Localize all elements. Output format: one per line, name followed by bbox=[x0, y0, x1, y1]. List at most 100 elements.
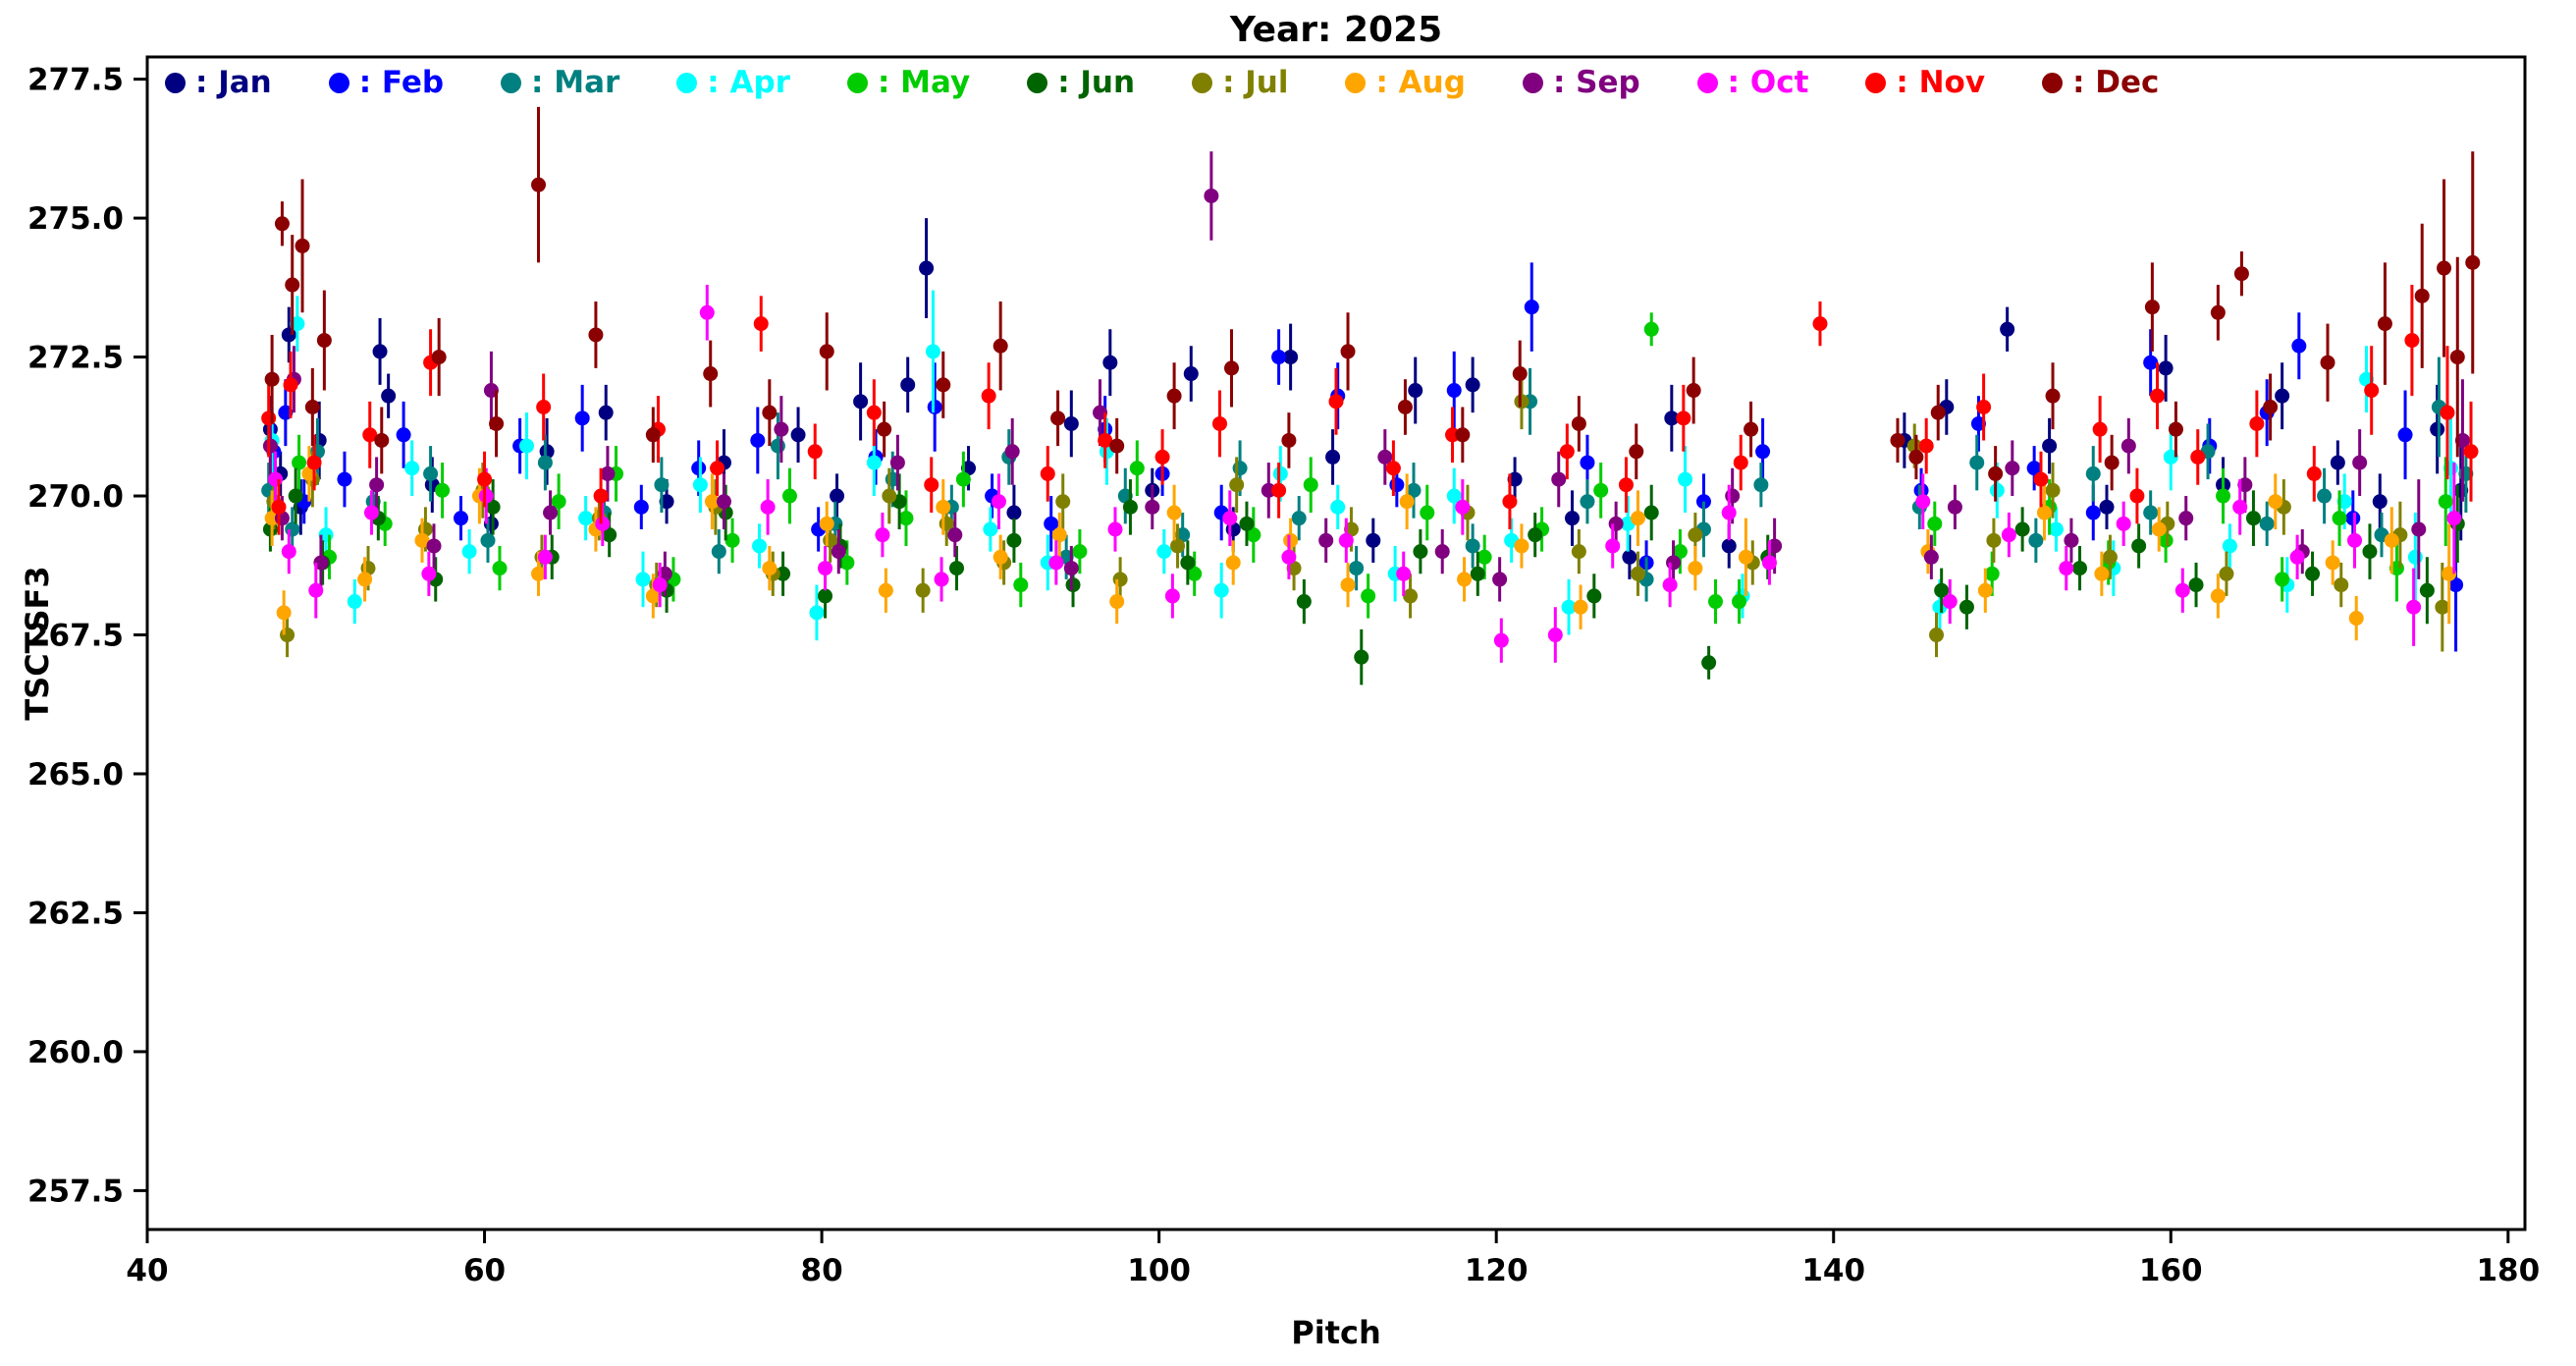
legend-label: : May bbox=[877, 65, 971, 100]
data-point bbox=[1915, 494, 1931, 510]
data-point bbox=[316, 333, 332, 349]
data-point bbox=[2348, 611, 2364, 627]
data-point bbox=[2305, 566, 2321, 581]
data-point bbox=[1055, 494, 1071, 510]
data-point bbox=[2150, 388, 2166, 404]
x-tick-label: 100 bbox=[1127, 1253, 1191, 1288]
data-point bbox=[1738, 549, 1753, 565]
legend-item-apr: : Apr bbox=[676, 65, 790, 100]
data-point bbox=[882, 488, 897, 504]
data-point bbox=[703, 366, 719, 382]
data-point bbox=[934, 572, 949, 587]
data-point bbox=[1561, 599, 1577, 615]
data-point bbox=[1605, 538, 1621, 554]
data-point bbox=[1145, 499, 1160, 515]
legend-marker-icon bbox=[2042, 72, 2064, 93]
data-point bbox=[724, 532, 740, 548]
data-point bbox=[404, 461, 420, 476]
data-point bbox=[699, 304, 715, 320]
data-point bbox=[877, 421, 892, 437]
data-point bbox=[1154, 449, 1170, 464]
data-point bbox=[478, 488, 494, 504]
data-point bbox=[2045, 388, 2061, 404]
data-point bbox=[819, 516, 834, 531]
data-point bbox=[1340, 344, 1356, 359]
data-point bbox=[955, 471, 971, 487]
series-mar bbox=[261, 356, 2474, 602]
data-point bbox=[1586, 588, 1602, 604]
data-point bbox=[1013, 577, 1029, 593]
data-point bbox=[2048, 521, 2064, 537]
data-point bbox=[1761, 555, 1777, 571]
data-point bbox=[2036, 505, 2052, 520]
data-point bbox=[374, 432, 390, 448]
data-point bbox=[1271, 482, 1287, 498]
data-point bbox=[753, 316, 769, 332]
data-point bbox=[991, 494, 1006, 510]
data-point bbox=[1629, 444, 1644, 460]
data-point bbox=[1930, 405, 1946, 420]
data-point bbox=[1721, 505, 1737, 520]
y-tick-label: 270.0 bbox=[27, 479, 124, 515]
data-point bbox=[285, 277, 300, 293]
data-point bbox=[2085, 465, 2101, 481]
data-point bbox=[2001, 527, 2016, 543]
data-point bbox=[2064, 532, 2079, 548]
data-point bbox=[1213, 582, 1229, 598]
data-point bbox=[1204, 188, 1219, 203]
x-tick-label: 60 bbox=[463, 1253, 506, 1288]
data-point bbox=[1580, 455, 1595, 470]
data-point bbox=[1524, 300, 1539, 315]
data-point bbox=[1406, 482, 1422, 498]
series-oct bbox=[268, 285, 2462, 663]
data-point bbox=[1630, 511, 1645, 526]
data-point bbox=[831, 544, 846, 560]
data-point bbox=[716, 494, 731, 510]
data-point bbox=[2275, 388, 2290, 404]
legend-item-oct: : Oct bbox=[1696, 65, 1808, 100]
data-point bbox=[1224, 360, 1240, 376]
data-point bbox=[1239, 516, 1255, 531]
data-point bbox=[1890, 432, 1905, 448]
data-point bbox=[2364, 383, 2380, 399]
data-point bbox=[830, 488, 845, 504]
data-point bbox=[866, 405, 882, 420]
data-point bbox=[381, 388, 397, 404]
legend-marker-icon bbox=[1027, 72, 1048, 93]
data-point bbox=[1180, 555, 1196, 571]
data-point bbox=[1913, 482, 1929, 498]
data-point bbox=[2099, 499, 2115, 515]
data-point bbox=[1166, 388, 1182, 404]
data-point bbox=[276, 605, 292, 621]
data-point bbox=[981, 388, 996, 404]
data-point bbox=[919, 260, 935, 276]
data-point bbox=[1446, 488, 1462, 504]
y-tick-label: 262.5 bbox=[27, 896, 124, 931]
data-point bbox=[1608, 516, 1624, 531]
data-point bbox=[1618, 477, 1634, 493]
legend-item-aug: : Aug bbox=[1345, 65, 1466, 100]
data-point bbox=[1166, 505, 1182, 520]
data-point bbox=[1573, 599, 1588, 615]
data-point bbox=[2104, 455, 2120, 470]
data-point bbox=[1559, 444, 1575, 460]
data-point bbox=[271, 499, 287, 515]
data-point bbox=[1455, 499, 1471, 515]
data-point bbox=[2216, 488, 2231, 504]
legend-label: : Aug bbox=[1375, 65, 1466, 100]
data-point bbox=[283, 377, 298, 393]
data-point bbox=[264, 511, 280, 526]
data-point bbox=[1328, 394, 1344, 410]
data-point bbox=[2463, 444, 2479, 460]
data-point bbox=[2158, 532, 2174, 548]
data-point bbox=[262, 438, 278, 454]
data-point bbox=[1051, 527, 1067, 543]
data-point bbox=[2045, 482, 2061, 498]
data-point bbox=[853, 394, 869, 410]
data-point bbox=[776, 566, 791, 581]
data-point bbox=[1470, 566, 1485, 581]
data-point bbox=[453, 511, 468, 526]
data-point bbox=[924, 477, 939, 493]
data-point bbox=[1403, 588, 1419, 604]
data-point bbox=[1908, 449, 1924, 464]
